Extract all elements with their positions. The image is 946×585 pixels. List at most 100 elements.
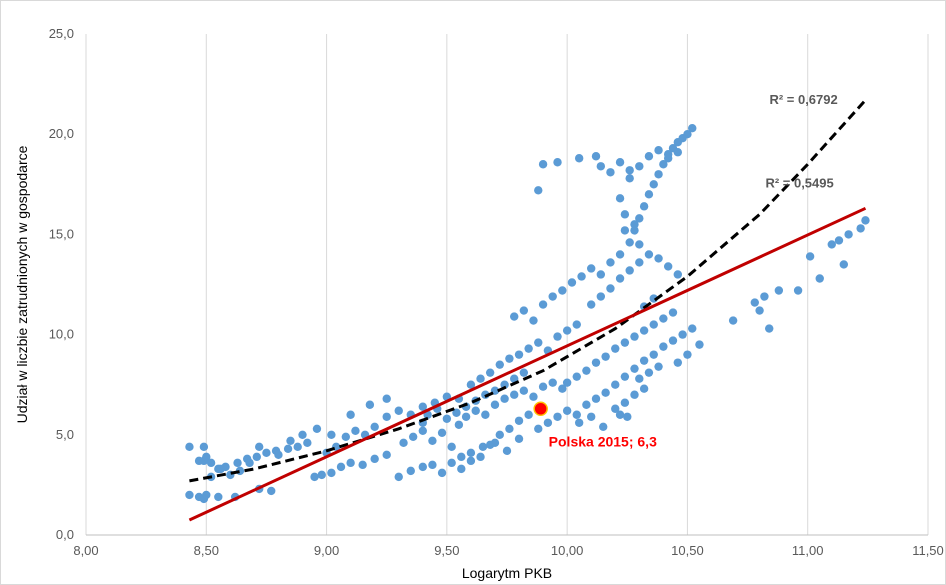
data-point <box>543 418 553 427</box>
data-point <box>639 326 649 335</box>
highlight-point <box>533 401 548 416</box>
data-point <box>760 292 769 301</box>
data-point <box>574 418 584 427</box>
data-point <box>683 350 692 359</box>
x-tick-label: 11,00 <box>792 543 824 558</box>
trendlines <box>188 99 867 522</box>
data-point <box>615 410 625 419</box>
data-point <box>844 230 853 239</box>
data-point <box>673 270 683 279</box>
data-point <box>635 374 644 383</box>
data-point <box>611 344 620 353</box>
data-point <box>558 286 567 295</box>
data-point <box>428 436 437 446</box>
data-point <box>495 360 504 369</box>
data-point <box>481 410 490 419</box>
data-point <box>490 400 500 409</box>
y-tick-label: 5,0 <box>56 427 74 442</box>
data-point <box>199 442 209 452</box>
data-point <box>765 324 774 333</box>
data-point <box>562 378 572 387</box>
data-point <box>620 372 630 381</box>
data-point <box>185 490 194 500</box>
data-point <box>447 442 456 452</box>
data-point <box>505 424 514 433</box>
x-axis-title: Logarytm PKB <box>462 565 552 581</box>
data-point <box>793 286 803 295</box>
gridlines <box>85 34 929 536</box>
data-point <box>572 320 581 329</box>
data-point <box>625 266 634 275</box>
data-point <box>663 262 673 271</box>
data-point <box>688 324 697 333</box>
data-point <box>659 314 668 323</box>
data-point <box>625 174 634 183</box>
data-point <box>454 420 464 429</box>
data-point <box>346 410 355 419</box>
data-point <box>606 258 615 267</box>
data-point <box>562 406 572 415</box>
x-tick-label: 8,50 <box>194 543 219 558</box>
data-point <box>336 462 346 472</box>
data-point <box>639 356 649 365</box>
data-point <box>267 486 276 496</box>
data-point <box>668 336 678 345</box>
data-point <box>649 320 658 329</box>
data-point <box>534 338 543 347</box>
data-point <box>502 446 512 456</box>
data-point <box>649 180 658 189</box>
data-point <box>394 472 403 482</box>
data-point <box>553 332 562 341</box>
data-point <box>185 442 194 452</box>
data-point <box>382 412 391 421</box>
data-point <box>774 286 784 295</box>
data-point <box>202 490 211 500</box>
data-point <box>317 470 326 480</box>
data-point <box>466 456 476 466</box>
data-point <box>673 358 683 367</box>
data-point <box>519 386 529 395</box>
linear-r2-label: R² = 0,5495 <box>765 175 833 190</box>
polynomial-r2-label: R² = 0,6792 <box>769 92 837 107</box>
y-tick-labels: 0,0 5,0 10,0 15,0 20,0 25,0 <box>49 26 74 542</box>
x-tick-label: 10,00 <box>551 543 584 558</box>
data-point <box>620 226 630 235</box>
data-point <box>346 458 355 468</box>
data-point <box>452 408 461 417</box>
data-point <box>341 432 351 442</box>
data-point <box>534 186 543 195</box>
x-tick-labels: 8,00 8,50 9,00 9,50 10,00 10,50 11,00 11,50 <box>73 543 943 558</box>
data-point <box>728 316 738 325</box>
data-point <box>606 168 615 177</box>
data-point <box>418 426 427 435</box>
data-point <box>457 452 466 462</box>
data-point <box>688 123 697 133</box>
data-point <box>510 390 519 399</box>
data-point <box>611 404 620 413</box>
data-point <box>654 146 663 155</box>
data-point <box>214 492 223 502</box>
data-point <box>514 434 524 444</box>
data-point <box>635 162 644 171</box>
data-point <box>437 428 447 437</box>
data-point <box>601 388 610 397</box>
data-point <box>654 254 663 263</box>
data-point <box>635 240 644 249</box>
data-point <box>206 458 216 468</box>
data-point <box>596 270 606 279</box>
data-point <box>630 220 639 229</box>
data-point <box>548 378 557 387</box>
x-tick-label: 11,50 <box>912 543 944 558</box>
data-point <box>478 442 488 452</box>
data-point <box>591 152 601 161</box>
data-point <box>505 354 514 363</box>
data-point <box>510 312 519 321</box>
data-point <box>327 430 336 439</box>
y-tick-label: 20,0 <box>49 126 74 141</box>
data-point <box>519 306 529 315</box>
x-tick-label: 9,50 <box>434 543 459 558</box>
data-point <box>529 392 538 401</box>
data-point <box>623 412 632 421</box>
